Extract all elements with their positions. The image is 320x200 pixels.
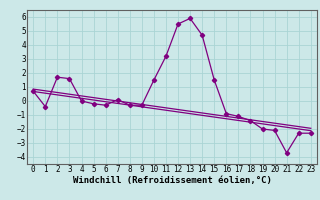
- X-axis label: Windchill (Refroidissement éolien,°C): Windchill (Refroidissement éolien,°C): [73, 176, 271, 185]
